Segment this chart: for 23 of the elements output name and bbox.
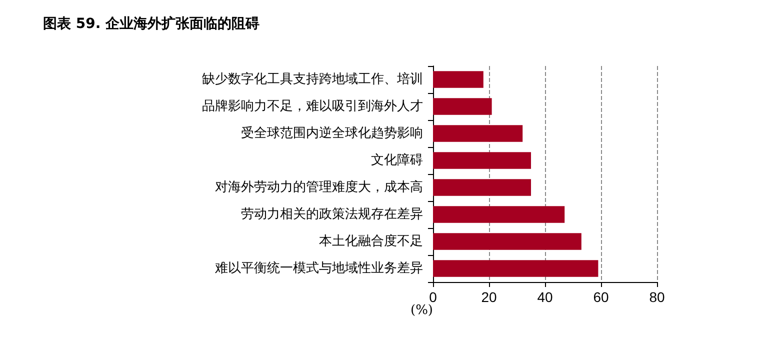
bar <box>433 71 484 88</box>
y-tick-label: 受全球范围内逆全球化趋势影响 <box>241 126 423 141</box>
bar <box>433 233 582 250</box>
text: 图表 59. 企业海外扩张面临的阻碍 <box>43 15 260 32</box>
bar <box>433 206 565 223</box>
bar <box>433 260 598 277</box>
bar <box>433 125 523 142</box>
x-tick-label: 60 <box>593 289 609 305</box>
y-tick-label: 劳动力相关的政策法规存在差异 <box>241 207 423 222</box>
y-tick-label: 难以平衡统一模式与地域性业务差异 <box>214 261 423 276</box>
y-tick-label: 缺少数字化工具支持跨地域工作、培训 <box>202 71 423 87</box>
x-tick-label: 40 <box>537 289 553 305</box>
x-tick-label: 20 <box>481 289 497 305</box>
x-tick-label: 0 <box>429 289 438 305</box>
y-tick-label: 品牌影响力不足，难以吸引到海外人才 <box>202 99 423 114</box>
bar <box>433 152 531 169</box>
y-axis-title: (%) <box>410 302 433 318</box>
y-tick-label: 对海外劳动力的管理难度大，成本高 <box>215 179 423 195</box>
y-tick-label: 本土化融合度不足 <box>319 233 423 249</box>
x-tick-label: 80 <box>649 289 665 305</box>
bar <box>433 179 531 196</box>
bar <box>433 98 492 115</box>
y-tick-label: 文化障碍 <box>371 153 423 168</box>
